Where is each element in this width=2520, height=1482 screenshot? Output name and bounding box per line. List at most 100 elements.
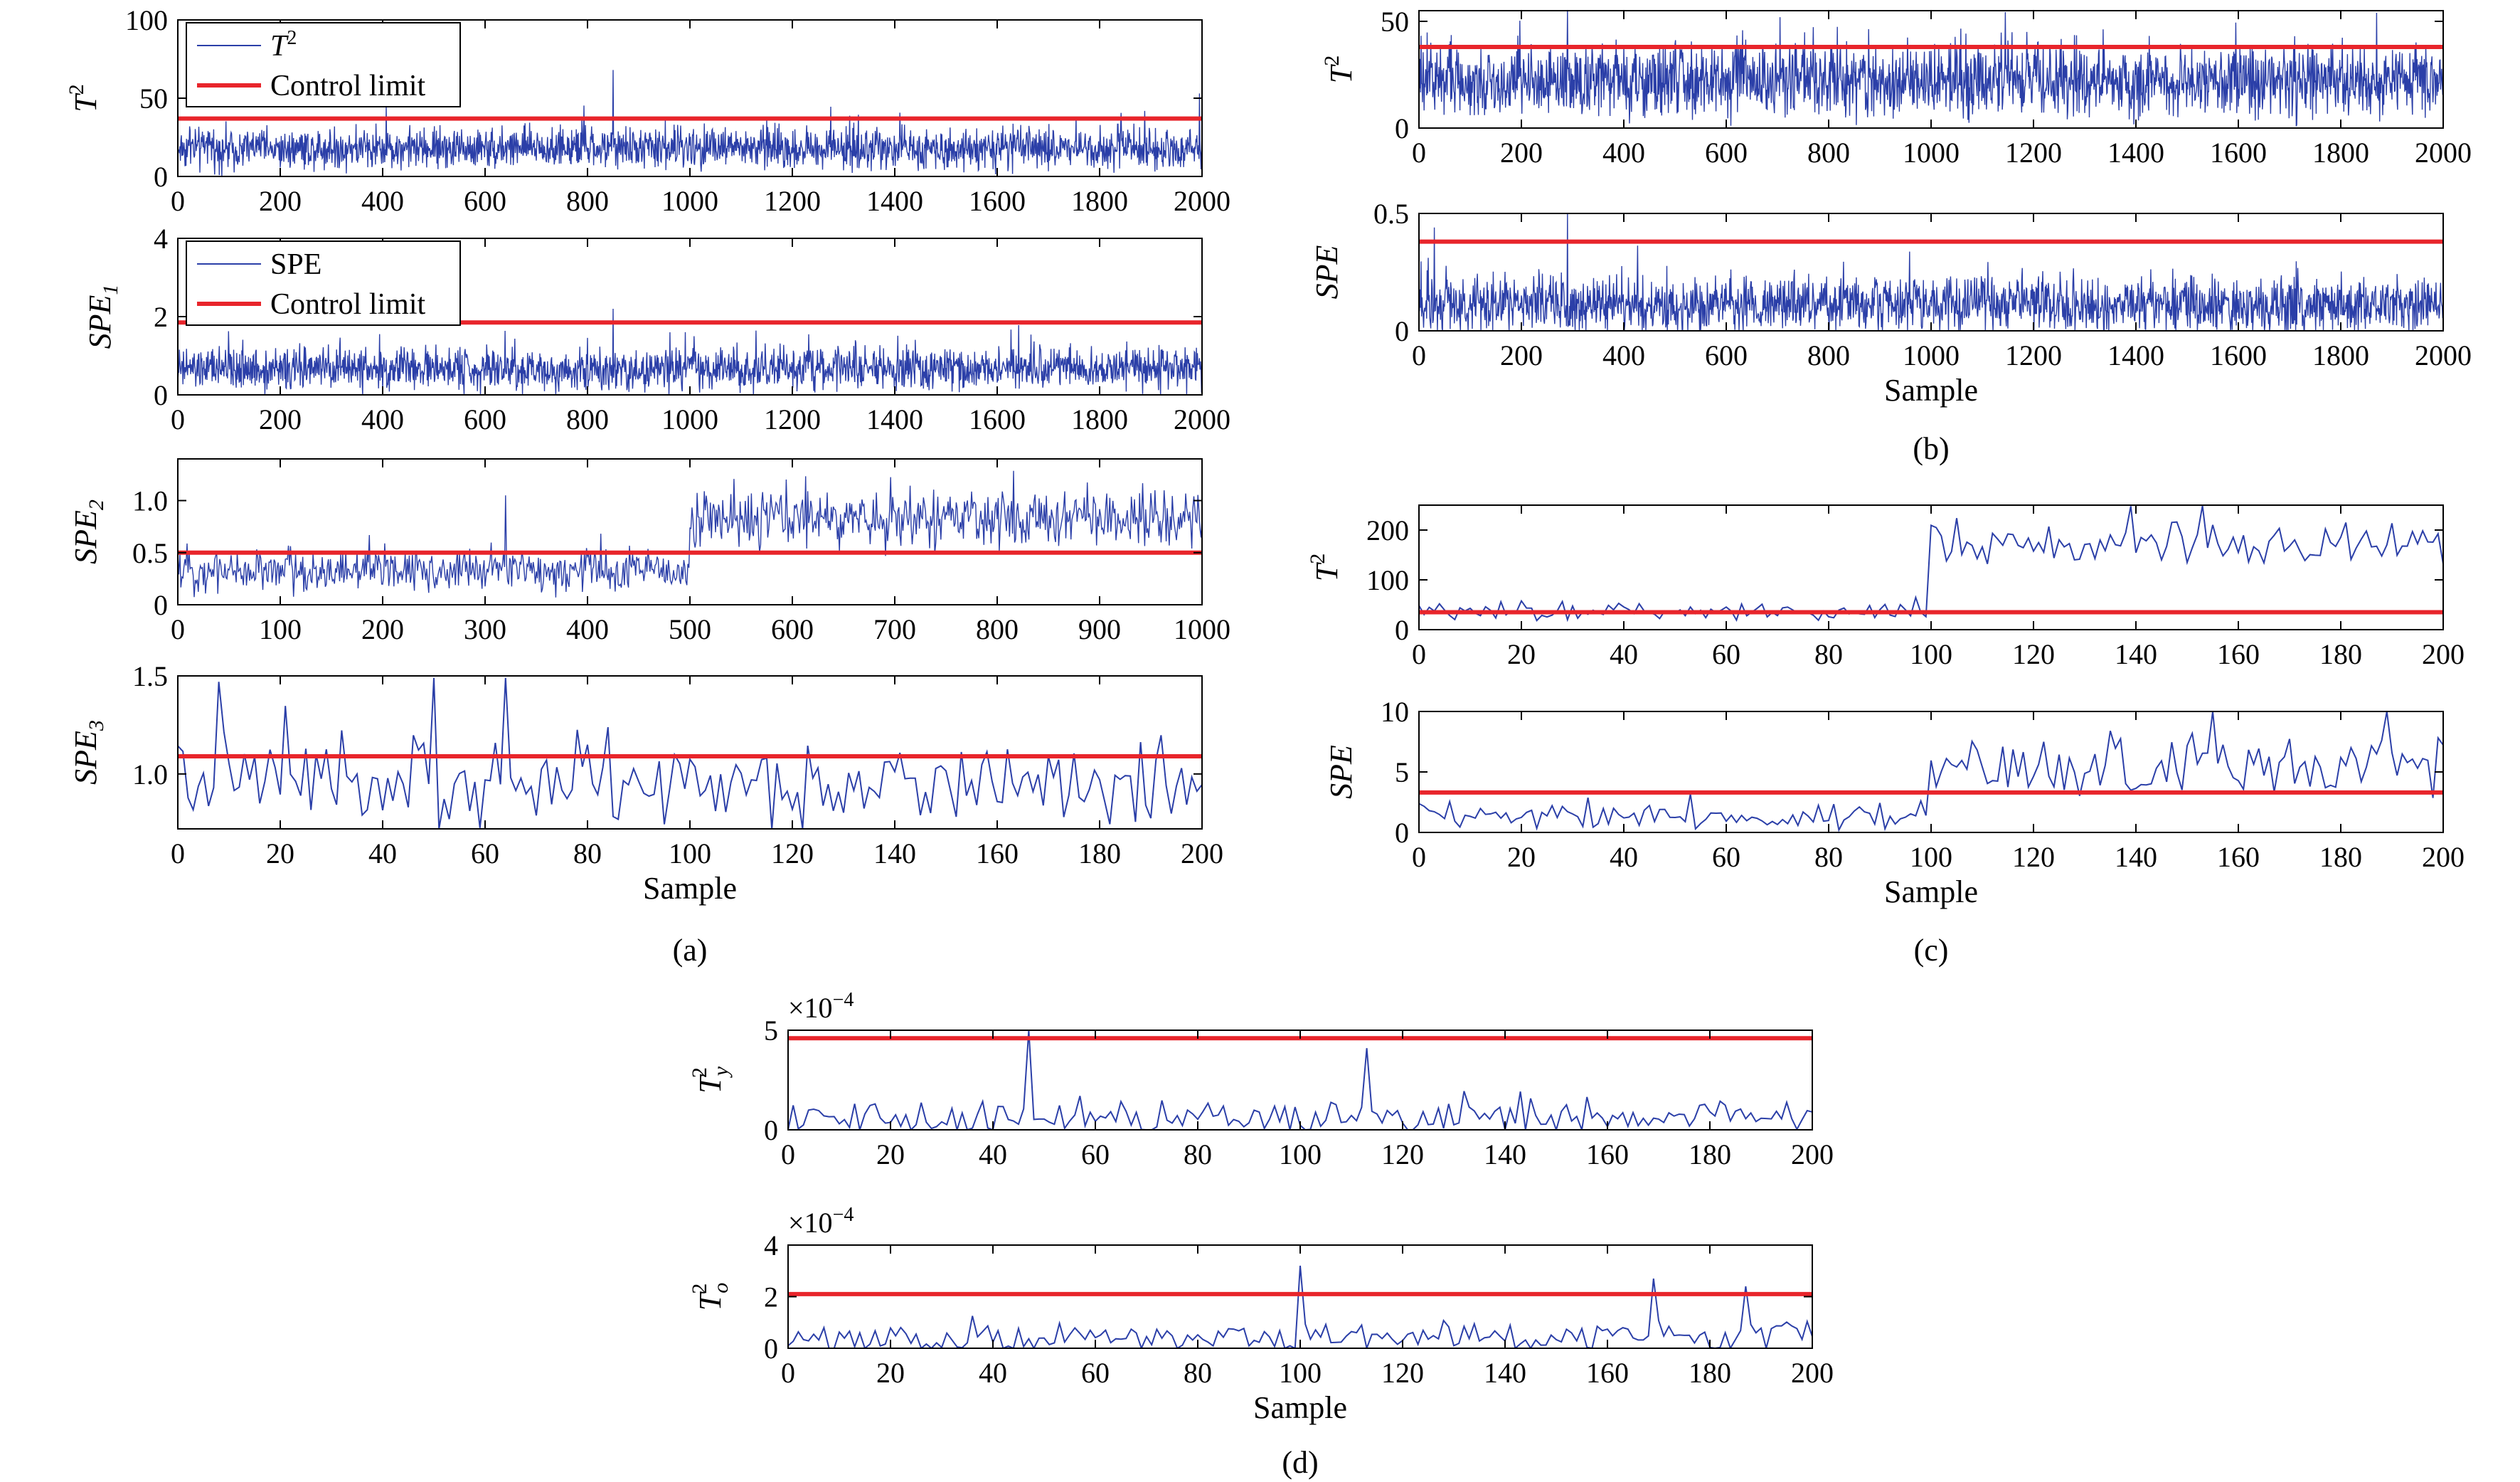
exponent-label: ×10−4: [788, 989, 854, 1024]
x-tick-label: 0: [171, 837, 185, 869]
x-tick-label: 180: [1689, 1357, 1731, 1389]
series-line: [788, 1030, 1812, 1130]
y-tick-label: 200: [1366, 514, 1409, 546]
x-tick-label: 100: [1910, 841, 1952, 873]
x-tick-label: 1600: [2210, 339, 2267, 371]
x-tick-label: 200: [2422, 841, 2465, 873]
x-tick-label: 200: [1791, 1357, 1834, 1389]
x-tick-label: 1200: [764, 185, 821, 217]
x-tick-label: 400: [566, 613, 609, 645]
y-tick-label: 5: [764, 1015, 778, 1047]
x-tick-label: 400: [1602, 137, 1645, 169]
x-tick-label: 2000: [2415, 137, 2472, 169]
y-axis-label: SPE1: [83, 285, 122, 349]
x-tick-label: 1200: [2005, 339, 2062, 371]
x-tick-label: 2000: [1174, 185, 1230, 217]
chart-a1: 0 200 400 600 800 1000 1200 1400 1600 1800 2000 0 50…: [65, 4, 1230, 217]
panel-caption: (b): [1913, 431, 1949, 466]
y-tick-label: 1.0: [132, 485, 168, 517]
y-tick-label: 50: [1381, 6, 1409, 38]
series-line: [178, 677, 1202, 829]
x-tick-label: 180: [1078, 837, 1121, 869]
series-line: [1419, 711, 2443, 832]
x-tick-label: 0: [781, 1357, 795, 1389]
x-tick-label: 180: [1689, 1138, 1731, 1170]
legend: SPE Control limit: [186, 240, 461, 326]
x-tick-label: 160: [976, 837, 1019, 869]
y-axis-label: SPE: [1309, 245, 1344, 300]
y-tick-label: 100: [125, 4, 168, 36]
x-tick-label: 1600: [969, 185, 1026, 217]
legend-label: SPE: [270, 248, 321, 281]
series-line: [178, 308, 1202, 395]
chart-c1: 0 20 40 60 80 100 120 140 160 180 200 0 100 200 T2: [1306, 504, 2465, 670]
x-tick-label: 40: [979, 1357, 1007, 1389]
x-tick-label: 800: [566, 185, 609, 217]
x-tick-label: 0: [171, 613, 185, 645]
x-tick-label: 80: [1814, 638, 1843, 670]
x-tick-label: 20: [876, 1138, 905, 1170]
panel-caption: (d): [1282, 1445, 1318, 1480]
x-tick-label: 600: [1705, 137, 1748, 169]
x-tick-label: 600: [464, 185, 506, 217]
y-tick-label: 0: [154, 379, 168, 411]
x-tick-label: 0: [1412, 841, 1426, 873]
y-axis-label: SPE: [1324, 745, 1359, 799]
x-tick-label: 400: [1602, 339, 1645, 371]
legend-box: [186, 240, 461, 326]
x-tick-label: 1400: [866, 403, 923, 435]
y-axis-label: T2: [1320, 55, 1359, 83]
series-line: [788, 1265, 1812, 1348]
y-axis-label: SPE2: [68, 499, 108, 564]
x-tick-label: 160: [2217, 841, 2260, 873]
x-tick-label: 60: [1712, 841, 1740, 873]
y-tick-label: 0: [1395, 614, 1409, 646]
x-tick-label: 1600: [2210, 137, 2267, 169]
legend-label: Control limit: [270, 288, 426, 321]
x-tick-label: 200: [2422, 638, 2465, 670]
panel-caption: (c): [1914, 933, 1949, 968]
x-tick-label: 140: [2115, 841, 2157, 873]
x-tick-label: 1000: [661, 185, 718, 217]
y-tick-label: 0: [1395, 817, 1409, 849]
x-tick-label: 100: [1279, 1357, 1322, 1389]
y-tick-label: 0: [1395, 112, 1409, 144]
chart-b1: 0 200 400 600 800 1000 1200 1400 1600 1800 2000 0 50…: [1320, 6, 2472, 169]
chart-c2: 0 20 40 60 80 100 120 140 160 180 200 0 5 10 SPE Sample: [1324, 696, 2465, 909]
x-tick-label: 60: [1712, 638, 1740, 670]
legend-box: [186, 22, 461, 107]
x-tick-label: 0: [1412, 137, 1426, 169]
x-tick-label: 900: [1078, 613, 1121, 645]
y-tick-label: 0: [1395, 315, 1409, 347]
x-tick-label: 20: [1507, 638, 1536, 670]
x-tick-label: 180: [2319, 638, 2362, 670]
x-tick-label: 700: [873, 613, 916, 645]
x-tick-label: 60: [1081, 1357, 1110, 1389]
x-axis-label: Sample: [1884, 373, 1978, 408]
x-axis-label: Sample: [643, 871, 737, 906]
y-tick-label: 5: [1395, 756, 1409, 788]
x-axis-label: Sample: [1253, 1390, 1347, 1425]
x-tick-label: 0: [1412, 339, 1426, 371]
x-tick-label: 20: [876, 1357, 905, 1389]
x-tick-label: 100: [1279, 1138, 1322, 1170]
x-tick-label: 1200: [764, 403, 821, 435]
y-tick-label: 2: [154, 301, 168, 333]
axes-frame: [177, 675, 1203, 830]
x-tick-label: 120: [2012, 638, 2055, 670]
x-tick-label: 200: [1500, 137, 1543, 169]
x-tick-label: 800: [1807, 137, 1850, 169]
x-tick-label: 1000: [1903, 339, 1960, 371]
series-line: [1419, 505, 2443, 623]
x-tick-label: 1000: [1903, 137, 1960, 169]
x-tick-label: 400: [361, 403, 404, 435]
x-tick-label: 200: [1791, 1138, 1834, 1170]
y-tick-label: 1.5: [132, 660, 168, 692]
x-tick-label: 800: [976, 613, 1019, 645]
x-tick-label: 1800: [1071, 185, 1128, 217]
exponent-label: ×10−4: [788, 1204, 854, 1239]
legend: T2 Control limit: [186, 22, 461, 107]
y-tick-label: 2: [764, 1281, 778, 1313]
x-tick-label: 600: [771, 613, 814, 645]
